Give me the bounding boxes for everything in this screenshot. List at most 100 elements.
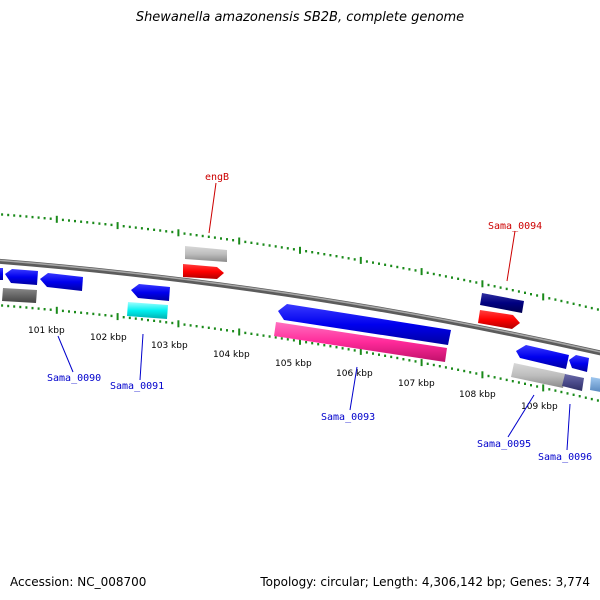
major-tick: [55, 215, 58, 223]
minor-tick: [104, 314, 107, 317]
minor-tick: [524, 291, 526, 294]
minor-tick: [475, 281, 478, 284]
minor-tick: [280, 337, 283, 340]
minor-tick: [19, 305, 22, 309]
major-tick: [481, 280, 484, 288]
genome-backbone: [0, 258, 600, 356]
major-tick: [542, 293, 545, 301]
minor-tick: [560, 299, 563, 303]
tick-labels: 101 kbp 102 kbp 103 kbp 104 kbp 105 kbp …: [28, 326, 558, 412]
minor-tick: [226, 329, 228, 332]
major-tick: [420, 359, 423, 367]
forward-strand-features: [183, 246, 524, 329]
major-tick: [299, 337, 301, 345]
minor-tick: [469, 280, 472, 283]
minor-tick: [244, 331, 247, 335]
gene-label-engb[interactable]: engB: [205, 172, 229, 183]
minor-tick: [451, 276, 453, 279]
feature-blue-a[interactable]: [5, 269, 38, 285]
minor-tick: [220, 328, 222, 331]
feature-blue-f[interactable]: [569, 355, 589, 372]
minor-tick: [31, 215, 34, 219]
feature-blue-b[interactable]: [40, 273, 83, 291]
minor-tick: [408, 268, 411, 271]
minor-tick: [195, 325, 198, 328]
gene-label-sama-0093[interactable]: Sama_0093: [321, 412, 375, 423]
feature-blue-e[interactable]: [516, 345, 569, 369]
minor-tick: [147, 318, 149, 322]
minor-tick: [250, 241, 253, 244]
major-tick: [238, 328, 241, 336]
feature-sama-0093[interactable]: [274, 322, 447, 362]
feature-engb-gray[interactable]: [185, 246, 227, 262]
gene-label-sama-0096[interactable]: Sama_0096: [538, 452, 592, 463]
minor-tick: [268, 244, 271, 247]
minor-tick: [286, 338, 289, 341]
feature-blue-d[interactable]: [278, 304, 451, 345]
minor-tick: [524, 382, 526, 385]
feature-sama-0090[interactable]: [2, 288, 37, 303]
minor-tick: [37, 216, 40, 219]
minor-tick: [457, 277, 460, 280]
minor-tick: [323, 344, 326, 347]
callout-lines: [57, 182, 571, 451]
minor-tick: [122, 316, 125, 319]
minor-tick: [31, 306, 34, 310]
minor-tick: [98, 222, 101, 225]
feature-sama-0094-navy[interactable]: [480, 293, 524, 313]
minor-tick: [548, 297, 551, 300]
minor-tick: [311, 342, 314, 345]
minor-tick: [268, 335, 271, 338]
feature-right-edge[interactable]: [590, 377, 600, 392]
minor-tick: [80, 220, 83, 223]
minor-tick: [536, 385, 539, 388]
tick-label: 104 kbp: [213, 350, 250, 360]
minor-tick: [353, 349, 356, 352]
feature-left-edge[interactable]: [0, 268, 3, 280]
minor-tick: [110, 223, 113, 227]
minor-tick: [262, 334, 265, 337]
minor-tick: [220, 237, 222, 240]
minor-tick: [396, 265, 399, 269]
minor-tick: [68, 310, 70, 313]
minor-tick: [572, 393, 575, 396]
upper-tick-track: [1, 213, 599, 311]
minor-tick: [372, 261, 374, 264]
gene-label-sama-0091[interactable]: Sama_0091: [110, 381, 164, 392]
minor-tick: [335, 255, 338, 258]
minor-tick: [292, 339, 295, 342]
minor-tick: [596, 399, 599, 402]
gene-label-sama-0090[interactable]: Sama_0090: [47, 373, 101, 384]
minor-tick: [171, 321, 174, 325]
major-tick: [359, 347, 362, 355]
minor-tick: [378, 353, 380, 356]
minor-tick: [213, 236, 216, 239]
minor-tick: [280, 246, 283, 249]
minor-tick: [505, 378, 508, 382]
minor-tick: [511, 289, 514, 292]
minor-tick: [530, 384, 532, 387]
feature-sama-0095[interactable]: [511, 363, 566, 388]
gene-label-sama-0094[interactable]: Sama_0094: [488, 221, 542, 232]
minor-tick: [86, 221, 89, 224]
tick-label: 105 kbp: [275, 359, 312, 369]
minor-tick: [165, 321, 168, 324]
gene-label-sama-0095[interactable]: Sama_0095: [477, 439, 531, 450]
minor-tick: [335, 346, 338, 349]
minor-tick: [390, 264, 393, 268]
minor-tick: [256, 242, 259, 245]
minor-tick: [110, 314, 113, 318]
feature-engb[interactable]: [183, 264, 224, 279]
feature-sama-0091[interactable]: [127, 302, 168, 319]
minor-tick: [353, 258, 356, 261]
feature-sama-0096[interactable]: [562, 374, 584, 391]
minor-tick: [536, 294, 539, 297]
minor-tick: [584, 396, 587, 399]
minor-tick: [128, 316, 131, 320]
feature-blue-c[interactable]: [131, 284, 170, 301]
major-tick: [116, 222, 119, 230]
minor-tick: [463, 369, 466, 373]
minor-tick: [396, 356, 399, 360]
minor-tick: [414, 269, 417, 272]
feature-sama-0094[interactable]: [478, 310, 520, 329]
